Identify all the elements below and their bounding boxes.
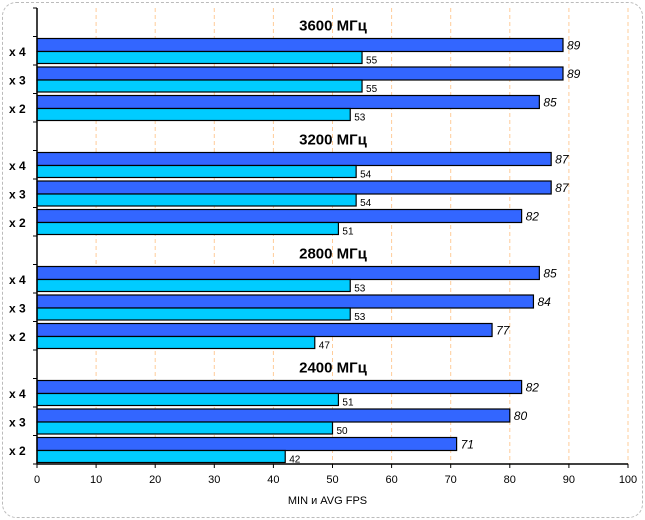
row-label: x 2 [9,102,26,116]
min-value-label: 55 [366,84,378,95]
row-label: x 2 [9,330,26,344]
avg-value-label: 85 [543,96,557,110]
avg-value-label: 87 [555,181,570,195]
x-tick-label: 90 [563,474,575,486]
x-tick-label: 70 [445,474,457,486]
x-tick-label: 10 [90,474,102,486]
min-bar [36,193,357,207]
x-tick-label: 80 [504,474,516,486]
avg-value-label: 87 [555,153,570,167]
avg-bar [36,436,458,452]
min-bar [36,335,316,350]
min-value-label: 51 [342,227,354,238]
row-label: x 4 [9,159,26,173]
avg-bar [36,265,540,281]
x-tick-label: 30 [208,474,220,486]
avg-bar [36,94,540,110]
avg-value-label: 77 [496,324,511,338]
avg-value-label: 71 [461,438,474,452]
min-value-label: 53 [354,284,366,295]
avg-bar [36,294,535,309]
avg-bar [36,208,523,224]
row-label: x 4 [9,45,26,59]
avg-value-label: 84 [537,295,551,309]
min-bar [36,449,286,464]
row-label: x 3 [9,73,26,87]
avg-value-label: 89 [567,39,581,53]
x-tick-label: 100 [619,474,637,486]
min-bar [36,50,363,65]
row-label: x 4 [9,387,26,401]
avg-bar [36,379,523,395]
min-bar [36,79,363,93]
min-value-label: 42 [289,455,301,466]
avg-value-label: 82 [526,381,540,395]
group-title: 2400 МГц [299,360,368,377]
min-value-label: 53 [354,312,366,323]
min-bar [36,421,334,435]
avg-value-label: 80 [514,409,528,423]
avg-bar [36,37,564,53]
min-bar [36,392,340,407]
min-bar [36,307,351,321]
avg-value-label: 89 [567,67,581,81]
group-title: 2800 МГц [299,246,368,263]
avg-value-label: 82 [526,210,540,224]
min-value-label: 54 [360,170,372,181]
min-value-label: 55 [366,56,378,67]
avg-bar [36,66,564,81]
avg-value-label: 85 [543,267,557,281]
min-bar [36,221,340,236]
min-bar [36,164,357,179]
x-axis-label: MIN и AVG FPS [288,495,367,507]
x-tick-label: 60 [385,474,397,486]
avg-bar [36,322,493,338]
min-bar [36,107,351,122]
x-tick-label: 20 [149,474,161,486]
avg-bar [36,408,511,423]
row-label: x 2 [9,216,26,230]
x-tick-label: 50 [326,474,338,486]
min-value-label: 51 [342,398,354,409]
row-label: x 3 [9,187,26,201]
min-value-label: 50 [337,426,349,437]
x-tick-label: 0 [34,474,40,486]
group-title: 3600 МГц [299,18,368,35]
row-label: x 2 [9,444,26,458]
min-value-label: 54 [360,198,372,209]
row-label: x 4 [9,273,26,287]
min-value-label: 47 [319,341,331,352]
min-bar [36,278,351,293]
group-title: 3200 МГц [299,132,368,149]
row-label: x 3 [9,415,26,429]
min-value-label: 53 [354,113,366,124]
x-tick-label: 40 [267,474,279,486]
avg-bar [36,180,552,195]
row-label: x 3 [9,301,26,315]
avg-bar [36,151,552,167]
